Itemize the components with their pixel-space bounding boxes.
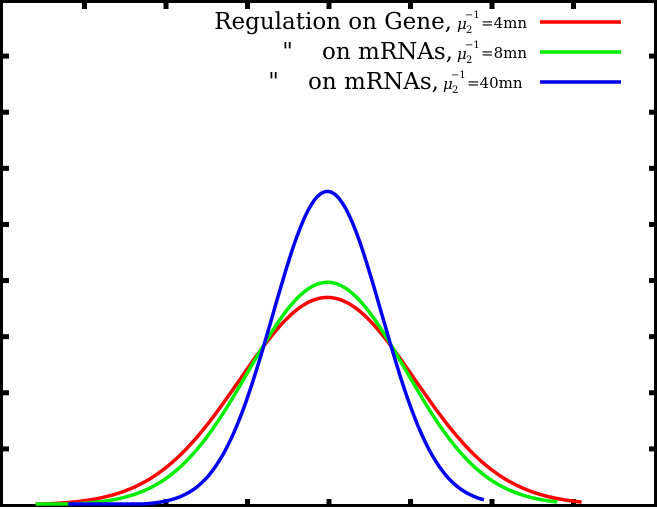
legend-entry-green: " on mRNAs, μ 2 −1 =8mn [282, 39, 621, 66]
legend-tail: =4mn [481, 14, 527, 32]
data-series [35, 189, 582, 506]
svg-text:μ: μ [457, 45, 467, 63]
legend-sub: 2 [466, 55, 472, 66]
legend-entry-blue: " on mRNAs, μ 2 −1 =40mn [268, 69, 621, 96]
legend-mu: μ [457, 15, 467, 33]
svg-text:μ: μ [443, 75, 453, 93]
svg-text:=40mn: =40mn [467, 74, 523, 92]
svg-text:Regulation on Gene,: Regulation on Gene, [214, 9, 452, 35]
legend-tail: =40mn [467, 74, 523, 92]
legend: Regulation on Gene, μ 2 −1 =4mn " on mRN… [214, 9, 621, 96]
legend-sub: 2 [466, 25, 472, 36]
series-line-red [35, 295, 582, 506]
legend-entry-red: Regulation on Gene, μ 2 −1 =4mn [214, 9, 621, 36]
svg-text:2: 2 [466, 55, 472, 66]
legend-tail: =8mn [481, 44, 527, 62]
svg-text:−1: −1 [465, 40, 480, 51]
legend-label-main: " on mRNAs, [282, 39, 453, 65]
svg-text:=4mn: =4mn [481, 14, 527, 32]
legend-sup: −1 [465, 40, 480, 51]
svg-text:" on mRNAs,: " on mRNAs, [268, 69, 439, 95]
svg-text:μ: μ [457, 15, 467, 33]
legend-sup: −1 [451, 70, 466, 81]
series-line-blue [68, 189, 485, 506]
legend-label-main: Regulation on Gene, [214, 9, 452, 35]
legend-sub: 2 [452, 85, 458, 96]
svg-text:−1: −1 [451, 70, 466, 81]
legend-sup: −1 [465, 10, 480, 21]
legend-mu: μ [457, 45, 467, 63]
svg-text:2: 2 [466, 25, 472, 36]
legend-label-main: " on mRNAs, [268, 69, 439, 95]
svg-text:−1: −1 [465, 10, 480, 21]
svg-text:2: 2 [452, 85, 458, 96]
series-line-green [35, 280, 558, 506]
legend-mu: μ [443, 75, 453, 93]
svg-text:" on mRNAs,: " on mRNAs, [282, 39, 453, 65]
svg-text:=8mn: =8mn [481, 44, 527, 62]
